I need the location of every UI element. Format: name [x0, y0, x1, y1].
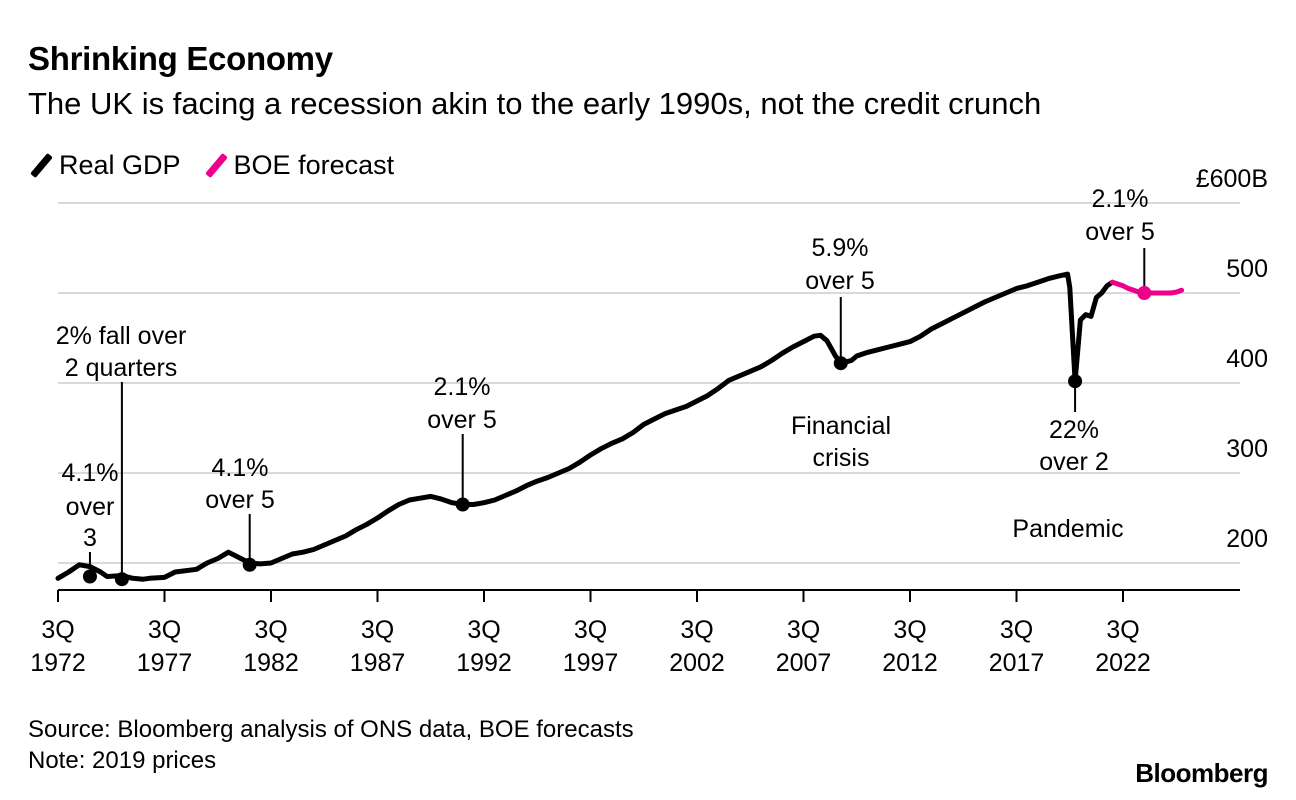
annotation-marker: [1068, 374, 1083, 389]
x-tick-label: 3Q: [41, 616, 74, 644]
annotation-label: 22%: [1049, 416, 1099, 444]
annotation-label: 4.1%: [212, 454, 269, 482]
x-tick-label: 3Q: [1106, 616, 1139, 644]
annotation-marker: [114, 572, 129, 587]
x-tick-label: 3Q: [254, 616, 287, 644]
x-tick-label: 3Q: [361, 616, 394, 644]
x-tick-label: 3Q: [148, 616, 181, 644]
annotation-label: Financial: [791, 412, 891, 440]
series-line-real-gdp: [55, 271, 1115, 582]
x-tick-label: 1987: [350, 649, 406, 677]
x-tick-label: 3Q: [1000, 616, 1033, 644]
x-tick-label: 1992: [456, 649, 512, 677]
x-tick-label: 2007: [776, 649, 832, 677]
annotation-label: 3: [83, 524, 97, 552]
annotation-marker: [242, 557, 257, 572]
annotation-label: over 2: [1039, 448, 1108, 476]
x-tick-label: 2012: [882, 649, 938, 677]
annotation-marker: [1137, 286, 1152, 300]
legend-label-boe-forecast: BOE forecast: [233, 149, 395, 180]
source-note: Source: Bloomberg analysis of ONS data, …: [28, 714, 634, 776]
x-tick-label: 3Q: [787, 616, 820, 644]
y-tick-label: £600B: [1196, 165, 1268, 193]
annotation-label: 5.9%: [812, 234, 869, 262]
annotation-label: 2.1%: [434, 373, 491, 401]
annotation-label: 2 quarters: [65, 354, 178, 382]
y-tick-label: 500: [1226, 255, 1268, 283]
chart-subtitle: The UK is facing a recession akin to the…: [28, 86, 1042, 121]
x-tick-label: 3Q: [893, 616, 926, 644]
annotation-label: 2% fall over: [56, 322, 187, 350]
gdp-line-chart: 200 300 400 500 £600B 3Q 1972 3Q 1977 3Q 1982 3Q 198…: [30, 165, 1268, 677]
x-tick-label: 3Q: [574, 616, 607, 644]
annotation-label: over 5: [1085, 218, 1154, 246]
annotation-label: over 5: [427, 406, 496, 434]
annotation-label: 2.1%: [1092, 185, 1149, 213]
source-text: Source: Bloomberg analysis of ONS data, …: [28, 716, 634, 743]
annotation-label: over 5: [205, 486, 274, 514]
y-tick-label: 300: [1226, 435, 1268, 463]
annotation-marker: [82, 569, 97, 584]
x-tick-label: 1977: [137, 649, 193, 677]
x-tick-label: 2017: [989, 649, 1045, 677]
y-tick-label: 400: [1226, 345, 1268, 373]
x-tick-label: 1982: [243, 649, 299, 677]
legend-item-boe-forecast: BOE forecast: [203, 149, 395, 181]
chart-title: Shrinking Economy: [28, 40, 333, 77]
annotation-marker: [833, 356, 848, 371]
legend: Real GDP BOE forecast: [28, 148, 416, 182]
x-tick-label: 2022: [1095, 649, 1151, 677]
x-tick-label: 3Q: [680, 616, 713, 644]
annotation-label: Pandemic: [1012, 515, 1123, 543]
note-text: Note: 2019 prices: [28, 747, 217, 774]
annotation-label: over 5: [805, 267, 874, 295]
annotation-label: 4.1%: [62, 459, 119, 487]
y-tick-label: 200: [1226, 525, 1268, 553]
x-tick-label: 3Q: [467, 616, 500, 644]
annotation-label: crisis: [813, 444, 870, 472]
x-tick-label: 2002: [669, 649, 725, 677]
bloomberg-logo: Bloomberg: [1135, 758, 1268, 788]
annotation-marker: [455, 497, 470, 512]
x-tick-label: 1997: [563, 649, 619, 677]
legend-label-real-gdp: Real GDP: [59, 149, 181, 180]
x-tick-label: 1972: [30, 649, 86, 677]
legend-item-real-gdp: Real GDP: [28, 150, 181, 181]
annotation-label: over: [66, 493, 115, 521]
